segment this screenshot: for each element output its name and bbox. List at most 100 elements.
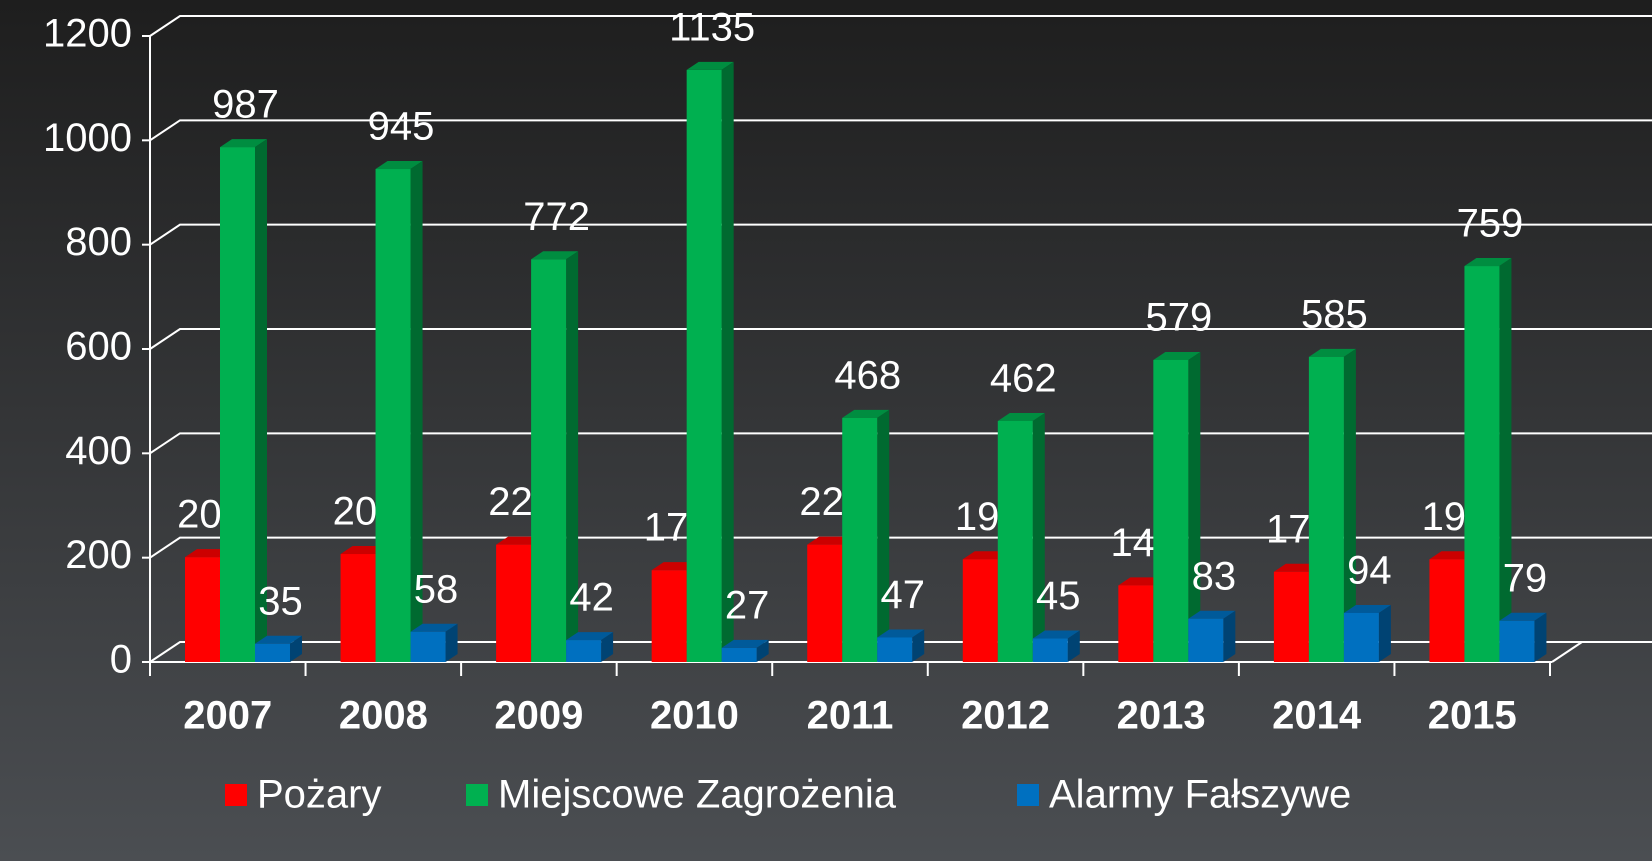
y-tick-label: 1200 <box>43 12 132 56</box>
bar <box>1153 359 1189 662</box>
bar-side <box>290 635 302 662</box>
bar-side <box>721 61 734 663</box>
bar-side <box>1188 351 1201 662</box>
bar <box>1188 618 1224 662</box>
bar <box>220 147 255 663</box>
bar <box>1308 356 1344 662</box>
bar-side <box>255 139 267 663</box>
grid-line <box>149 15 1652 37</box>
bar-side <box>1223 610 1236 662</box>
bar-top <box>410 623 458 632</box>
bar <box>1499 620 1535 662</box>
bar-top <box>1499 612 1547 621</box>
value-label: 47 <box>880 573 925 617</box>
bar-side <box>1067 630 1080 662</box>
value-label: 585 <box>1301 292 1368 336</box>
value-label: 579 <box>1145 296 1212 340</box>
bar-top <box>1188 610 1236 619</box>
bar-side <box>410 161 423 662</box>
bar-top <box>1343 604 1391 613</box>
bar-side <box>566 251 579 663</box>
bar-side <box>756 639 769 662</box>
value-label: 462 <box>990 357 1057 401</box>
y-tick-label: 600 <box>65 325 132 369</box>
legend-label: Miejscowe Zagrożenia <box>498 773 897 817</box>
legend-swatch <box>225 784 247 806</box>
x-tick-label: 2011 <box>807 694 894 738</box>
bar <box>962 559 998 662</box>
bar <box>410 631 446 662</box>
value-label: 1135 <box>669 5 755 49</box>
bar-side <box>601 632 614 662</box>
value-label: 42 <box>569 576 614 620</box>
y-tick-label: 200 <box>65 533 132 577</box>
bar <box>340 554 376 662</box>
bar-top <box>255 635 302 644</box>
bar-top <box>842 409 890 418</box>
x-tick-label: 2015 <box>1428 694 1517 738</box>
bar <box>1118 585 1154 662</box>
bar-side <box>1499 258 1512 662</box>
bar <box>375 169 411 662</box>
bar-top <box>566 632 614 641</box>
bar-top <box>1153 351 1201 360</box>
bar <box>531 259 567 662</box>
bar-top <box>877 629 925 638</box>
bar <box>1464 266 1500 662</box>
bar <box>721 647 757 662</box>
bar-top <box>686 61 734 70</box>
bar-side <box>912 629 925 662</box>
bar <box>255 643 290 662</box>
bar-side <box>1343 348 1356 662</box>
bar <box>997 420 1033 662</box>
value-label: 79 <box>1503 556 1548 600</box>
bar-side <box>1378 604 1391 662</box>
value-label: 987 <box>212 83 279 127</box>
value-label: 759 <box>1457 202 1524 246</box>
value-label: 27 <box>725 583 770 627</box>
bar <box>686 69 722 663</box>
bar-top <box>1464 258 1512 267</box>
value-label: 772 <box>523 195 590 239</box>
y-tick-label: 1000 <box>43 116 132 160</box>
value-label: 94 <box>1347 549 1392 593</box>
x-tick-label: 2014 <box>1272 694 1362 738</box>
bar <box>496 544 532 662</box>
bar-top <box>220 139 267 148</box>
legend-swatch <box>466 784 488 806</box>
legend-label: Pożary <box>257 773 382 817</box>
bar <box>1032 638 1068 662</box>
x-tick-label: 2009 <box>494 694 583 738</box>
legend-label: Alarmy Fałszywe <box>1049 773 1351 817</box>
bar <box>566 640 602 662</box>
bar <box>185 557 220 662</box>
bar-side <box>1534 612 1547 662</box>
bar-top <box>1308 348 1356 357</box>
bar-top <box>997 412 1045 421</box>
bar <box>651 570 687 662</box>
legend-swatch <box>1017 784 1039 806</box>
grid-line <box>149 223 1652 246</box>
value-label: 83 <box>1192 554 1237 598</box>
bar <box>1273 571 1309 662</box>
grid-line <box>149 432 1652 455</box>
x-tick-label: 2007 <box>183 694 272 738</box>
bar-top <box>721 639 769 648</box>
bar-side <box>877 409 890 662</box>
bar <box>807 544 843 662</box>
grid-line <box>149 328 1652 350</box>
bar-top <box>531 251 579 260</box>
x-tick-label: 2013 <box>1117 694 1206 738</box>
bar <box>1429 559 1465 662</box>
y-tick-label: 800 <box>65 220 132 264</box>
value-label: 35 <box>258 579 303 623</box>
value-label: 58 <box>414 567 459 611</box>
value-label: 945 <box>368 105 435 149</box>
x-tick-label: 2012 <box>961 694 1050 738</box>
floor-edge <box>1551 641 1583 663</box>
grid-line <box>149 119 1652 142</box>
bar-top <box>1032 630 1080 639</box>
bar-top <box>375 161 423 170</box>
x-tick-label: 2010 <box>650 694 739 738</box>
